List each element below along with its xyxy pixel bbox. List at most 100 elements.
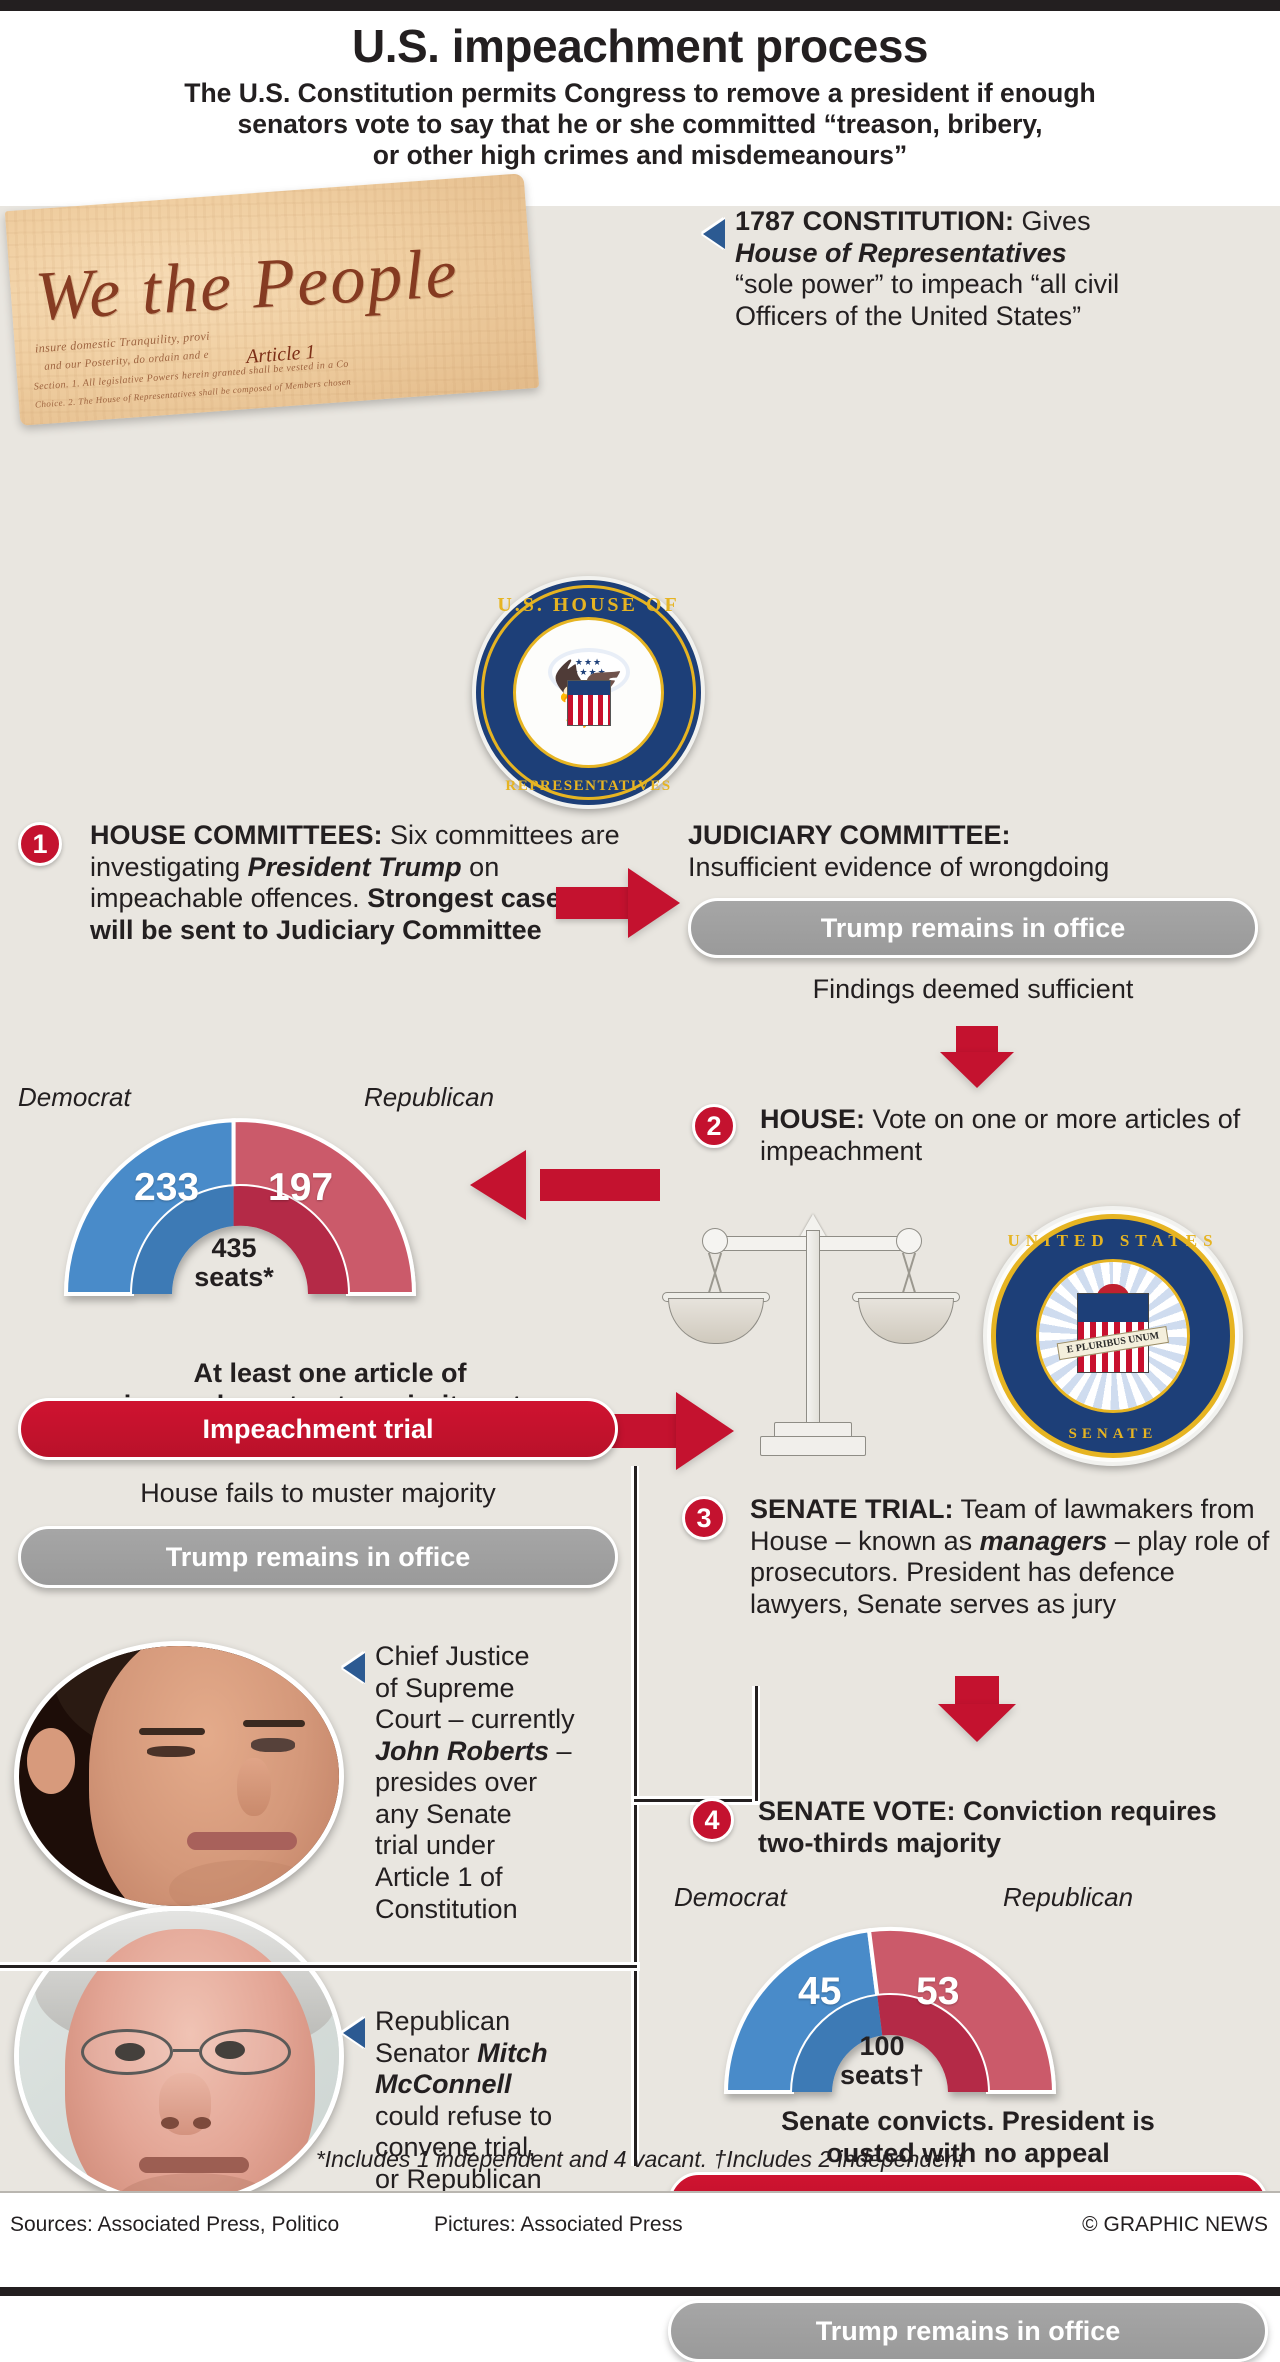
subtitle-line-2: senators vote to say that he or she comm… — [237, 109, 1043, 139]
senate-seats-semicircle-chart: Democrat Republican 45 53 100 seats† — [674, 1882, 1133, 2114]
arrow-left-icon-to-house-chart — [470, 1150, 660, 1220]
house-chart-democrat-label: Democrat — [18, 1082, 131, 1112]
footer-bottom-rule — [0, 2287, 1280, 2296]
mcconnell-name-last: McConnell — [375, 2069, 512, 2100]
impeachment-trial-pill[interactable]: Impeachment trial — [18, 1398, 618, 1460]
step-1-text: HOUSE COMMITTEES: Six committees are inv… — [90, 820, 620, 946]
step-4-text: SENATE VOTE: Conviction requires two-thi… — [758, 1796, 1276, 1859]
blue-triangle-icon-roberts — [343, 1653, 365, 1683]
mitch-mcconnell-portrait — [14, 1906, 344, 2206]
senate-chart-republican-value: 53 — [916, 1970, 960, 2013]
senate-seal-inner-disc: E PLURIBUS UNUM — [1036, 1259, 1190, 1413]
senate-chart-democrat-label: Democrat — [674, 1882, 787, 1912]
united-states-senate-seal-icon: UNITED STATES SENATE E PLURIBUS UNUM — [983, 1206, 1243, 1466]
chart-footnote: *Includes 1 independent and 4 vacant. †I… — [315, 2146, 965, 2172]
step-3-text: SENATE TRIAL: Team of lawmakers from Hou… — [750, 1494, 1272, 1620]
footer-sources: Sources: Associated Press, Politico — [10, 2213, 340, 2236]
page-subtitle: The U.S. Constitution permits Congress t… — [0, 69, 1280, 171]
arrow-right-icon-to-judiciary — [556, 868, 681, 938]
roberts-line-3: Court – currently — [375, 1704, 575, 1735]
senate-chart-democrat-value: 45 — [798, 1970, 842, 2013]
bracket-connector — [0, 1306, 780, 2306]
constitution-callout-line-3: “sole power” to impeach “all civil — [735, 269, 1120, 300]
senate-trump-remains-pill[interactable]: Trump remains in office — [668, 2300, 1268, 2362]
arrow-down-icon-to-senate-vote — [938, 1676, 1016, 1742]
page-title: U.S. impeachment process — [352, 20, 928, 72]
roberts-line-2: of Supreme — [375, 1672, 515, 1703]
step-4-heading: SENATE VOTE: — [758, 1796, 956, 1826]
house-chart-republican-label: Republican — [364, 1082, 495, 1112]
parchment-script-text: We the People — [33, 235, 461, 336]
roberts-dash: – — [549, 1735, 572, 1766]
house-trump-remains-pill[interactable]: Trump remains in office — [18, 1526, 618, 1588]
footer: Sources: Associated Press, Politico Pict… — [0, 2191, 1280, 2296]
scales-of-justice-icon — [662, 1206, 960, 1461]
john-roberts-portrait — [14, 1641, 344, 1911]
roberts-line-1: Chief Justice — [375, 1641, 530, 1671]
seal-shield-icon — [566, 679, 611, 726]
house-chart-total-unit: seats* — [194, 1262, 274, 1293]
judiciary-subtext: Insufficient evidence of wrongdoing — [688, 851, 1110, 882]
senate-chart-total-unit: seats† — [839, 2060, 925, 2091]
step-1-badge: 1 — [18, 822, 62, 866]
step-2-badge: 2 — [692, 1104, 736, 1148]
step-3-heading: SENATE TRIAL: — [750, 1494, 954, 1524]
house-donut-svg — [63, 1118, 417, 1296]
roberts-line-9: Constitution — [375, 1893, 518, 1924]
step-1-text-b: on impeachable offences. — [90, 851, 500, 914]
house-seal-top-text: U.S. HOUSE OF — [497, 594, 680, 616]
judiciary-outcome-pill[interactable]: Trump remains in office — [688, 898, 1258, 958]
infographic-page: U.S. impeachment process The U.S. Consti… — [0, 0, 1280, 2296]
constitution-parchment-image: We the People insure domestic Tranquilit… — [4, 173, 540, 426]
footer-pictures: Pictures: Associated Press — [434, 2213, 683, 2236]
step-4-body: Conviction requires two-thirds majority — [758, 1796, 1217, 1858]
mcconnell-line-2a: Senator — [375, 2037, 478, 2068]
footer-credit: © GRAPHIC NEWS — [1082, 2213, 1268, 2236]
step-3-emphasis: managers — [979, 1525, 1108, 1556]
step-1-bold-tail: Strongest cases will be sent to Judiciar… — [90, 883, 576, 945]
house-chart-total-number: 435 — [211, 1233, 257, 1263]
step-4-badge: 4 — [690, 1798, 734, 1842]
roberts-line-6: any Senate — [375, 1798, 512, 1829]
blue-triangle-icon-constitution — [703, 219, 725, 249]
infographic-body: We the People insure domestic Tranquilit… — [0, 173, 1280, 2362]
senate-seal-bottom-text: SENATE — [1068, 1426, 1158, 1442]
house-of-representatives-seal-icon: U.S. HOUSE OF REPRESENTATIVES ★★★★★★★★★★… — [472, 576, 705, 809]
step-2-body: Vote on one or more articles of impeachm… — [760, 1104, 1241, 1166]
step-1-text-a: Six committees are investigating — [90, 820, 620, 882]
seal-gold-ring — [481, 585, 696, 800]
constitution-callout-emphasis: House of Representatives — [735, 237, 1067, 268]
house-outcome-caption-line-1: At least one article of — [193, 1358, 467, 1388]
roberts-line-5: presides over — [375, 1767, 538, 1798]
senate-chart-republican-label: Republican — [1003, 1882, 1134, 1912]
step-3-text-a: Team of lawmakers from House – known as — [750, 1494, 1255, 1556]
senate-chart-total-number: 100 — [859, 2031, 905, 2061]
constitution-callout-rest: Gives — [1014, 206, 1091, 236]
house-chart-republican-value: 197 — [268, 1166, 334, 1209]
footer-bottom-white-rule — [0, 2284, 1280, 2287]
house-seats-semicircle-chart: Democrat Republican 233 197 435 seats* — [18, 1082, 494, 1316]
house-seal-inner-disc: ★★★★★★★★★★ 🦅 — [513, 617, 664, 768]
step-2-text: HOUSE: Vote on one or more articles of i… — [760, 1104, 1270, 1167]
constitution-callout-line-4: Officers of the United States” — [735, 300, 1082, 331]
footer-divider — [0, 2191, 1280, 2193]
mcconnell-name-first: Mitch — [477, 2037, 548, 2068]
mcconnell-line-1: Republican — [375, 2006, 511, 2036]
senate-seal-ring: UNITED STATES SENATE E PLURIBUS UNUM — [991, 1214, 1235, 1458]
senate-outcome-caption-line-1: Senate convicts. President is — [781, 2106, 1155, 2136]
house-seal-bottom-text: REPRESENTATIVES — [505, 778, 672, 794]
senate-donut-svg — [723, 1926, 1057, 2094]
senate-outcome-caption-line-2: ousted with no appeal — [826, 2137, 1110, 2168]
house-fails-text: House fails to muster majority — [140, 1478, 496, 1508]
senate-outcome-caption: Senate convicts. President is ousted wit… — [668, 2106, 1268, 2169]
judiciary-after-pill-text: Findings deemed sufficient — [812, 974, 1134, 1004]
senate-chart-center-total: 100 seats† — [824, 2031, 940, 2091]
arrow-down-icon-to-house-vote — [940, 1026, 1014, 1088]
step-3-text-b: – play role of prosecutors. President ha… — [750, 1525, 1270, 1619]
top-rule — [0, 0, 1280, 11]
judiciary-text: JUDICIARY COMMITTEE: Insufficient eviden… — [688, 820, 1268, 883]
roberts-line-7: trial under — [375, 1830, 496, 1861]
mcconnell-line-6: or Republican — [375, 2163, 542, 2194]
mcconnell-line-4: could refuse to — [375, 2100, 553, 2131]
constitution-callout-label: 1787 CONSTITUTION: — [735, 206, 1015, 236]
